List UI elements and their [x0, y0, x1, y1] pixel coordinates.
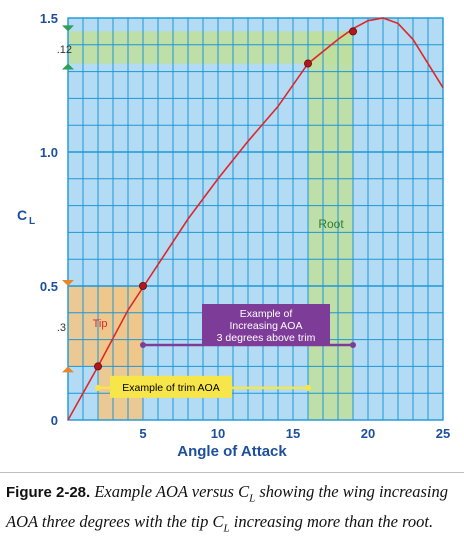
trim-label: Example of trim AOA — [122, 382, 219, 394]
y-axis-title: C — [17, 207, 27, 223]
caption-divider — [0, 472, 464, 473]
tip-upper-marker — [62, 280, 74, 286]
trim-arrow-start — [95, 384, 101, 391]
caption-label: Figure 2-28. — [6, 484, 91, 501]
trim-label-box — [110, 375, 232, 398]
x-tick-label: 20 — [361, 426, 375, 441]
data-point-1 — [94, 362, 103, 371]
figure-caption: Figure 2-28. Example AOA versus CL showi… — [6, 480, 462, 541]
caption-text-c: increasing more than the root. — [233, 512, 434, 532]
data-point-3 — [303, 59, 312, 68]
tip-delta-label: .3 — [57, 322, 66, 334]
root-upper-marker — [62, 25, 74, 32]
increase-label-line-1: Example of — [240, 308, 293, 320]
data-point-4 — [348, 27, 357, 36]
y-axis-title-subscript: L — [29, 216, 35, 227]
tip-lower-marker — [62, 366, 74, 373]
x-axis-title: Angle of Attack — [177, 443, 287, 460]
y-tick-label: 0 — [51, 413, 58, 428]
trim-arrow-end — [305, 384, 311, 391]
increase-label-box — [202, 304, 330, 346]
y-tick-label: 1.5 — [40, 11, 58, 26]
caption-sub-a: L — [249, 492, 256, 505]
x-tick-label: 15 — [286, 426, 300, 441]
tip-label: Tip — [93, 318, 108, 330]
caption-sub-b: L — [223, 522, 230, 535]
grid — [68, 18, 443, 420]
increase-arrow-start — [140, 341, 146, 348]
root-label: Root — [318, 217, 344, 231]
x-tick-label: 5 — [139, 426, 146, 441]
x-tick-label: 10 — [211, 426, 225, 441]
plot-border — [67, 17, 444, 421]
increase-label-line-2: Increasing AOA — [230, 320, 303, 332]
x-tick-label: 25 — [436, 426, 450, 441]
caption-text-b: showing the wing increasing AOA three de… — [6, 482, 449, 532]
increase-arrow-end — [350, 341, 356, 348]
increase-label-line-3: 3 degrees above trim — [217, 332, 316, 344]
root-band-vertical — [308, 31, 353, 421]
y-tick-label: 0.5 — [40, 279, 58, 294]
data-point-2 — [138, 281, 147, 290]
root-delta-label: .12 — [57, 44, 72, 56]
y-tick-label: 1.0 — [40, 145, 58, 160]
root-band-horizontal — [68, 31, 353, 64]
caption-text-a: Example AOA versus C — [94, 482, 250, 501]
root-lower-marker — [62, 63, 74, 70]
